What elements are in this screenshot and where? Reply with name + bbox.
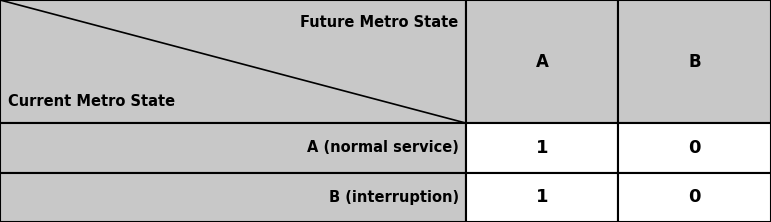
Text: 1: 1 (536, 188, 549, 206)
Text: Current Metro State: Current Metro State (8, 93, 175, 109)
Text: 0: 0 (689, 188, 701, 206)
Bar (618, 173, 771, 222)
Bar (618, 123, 771, 173)
Bar (466, 123, 618, 173)
Bar (466, 173, 618, 222)
Text: A (normal service): A (normal service) (307, 140, 459, 155)
Text: Future Metro State: Future Metro State (301, 15, 459, 30)
Text: A: A (536, 53, 549, 71)
Text: 0: 0 (689, 139, 701, 157)
Bar (0, 123, 466, 173)
Text: 1: 1 (536, 139, 549, 157)
Bar (618, 0, 771, 123)
Text: B: B (689, 53, 701, 71)
Bar (0, 173, 466, 222)
Bar (466, 0, 618, 123)
Text: B (interruption): B (interruption) (328, 190, 459, 205)
Bar (0, 0, 466, 123)
